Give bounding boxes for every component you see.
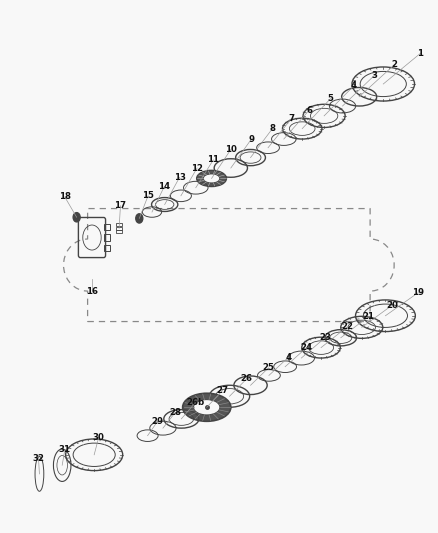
Text: 31: 31 [59,445,71,454]
Text: 30: 30 [92,433,105,442]
Text: 7: 7 [288,114,294,123]
Text: 26: 26 [240,374,253,383]
Circle shape [73,213,80,222]
Text: 9: 9 [248,134,254,143]
Text: 8: 8 [269,124,276,133]
Text: 1: 1 [417,49,424,58]
Text: 6: 6 [306,106,312,115]
Text: 13: 13 [173,173,186,182]
Text: 24: 24 [300,343,313,352]
Bar [116,227,123,230]
Text: 12: 12 [191,164,203,173]
Text: 3: 3 [371,71,378,80]
Text: 27: 27 [216,386,229,395]
Text: 5: 5 [328,94,334,103]
Text: 2: 2 [391,60,397,69]
Circle shape [136,214,143,223]
Bar [104,235,110,241]
Ellipse shape [194,400,220,415]
Text: 4: 4 [351,81,357,90]
Text: 4: 4 [285,353,291,362]
Text: 23: 23 [319,333,331,342]
Text: 17: 17 [114,201,127,210]
Text: 10: 10 [225,145,237,154]
Text: 25: 25 [262,364,275,373]
Text: 21: 21 [363,312,375,321]
Text: 14: 14 [158,182,170,191]
Text: 11: 11 [207,156,219,164]
Ellipse shape [183,393,231,421]
Text: 18: 18 [59,192,71,201]
Text: 20: 20 [386,301,398,310]
Text: 29: 29 [152,417,164,426]
Text: 15: 15 [142,191,154,200]
Text: 22: 22 [341,322,353,331]
Text: 28: 28 [169,408,181,417]
Bar [104,245,110,252]
Ellipse shape [197,171,226,187]
Bar [116,230,123,233]
Text: 19: 19 [412,288,424,297]
Text: 26b: 26b [186,398,205,407]
Text: 16: 16 [86,287,98,296]
Bar [116,223,123,226]
Ellipse shape [203,174,220,183]
Bar [104,224,110,230]
Text: 32: 32 [32,454,45,463]
